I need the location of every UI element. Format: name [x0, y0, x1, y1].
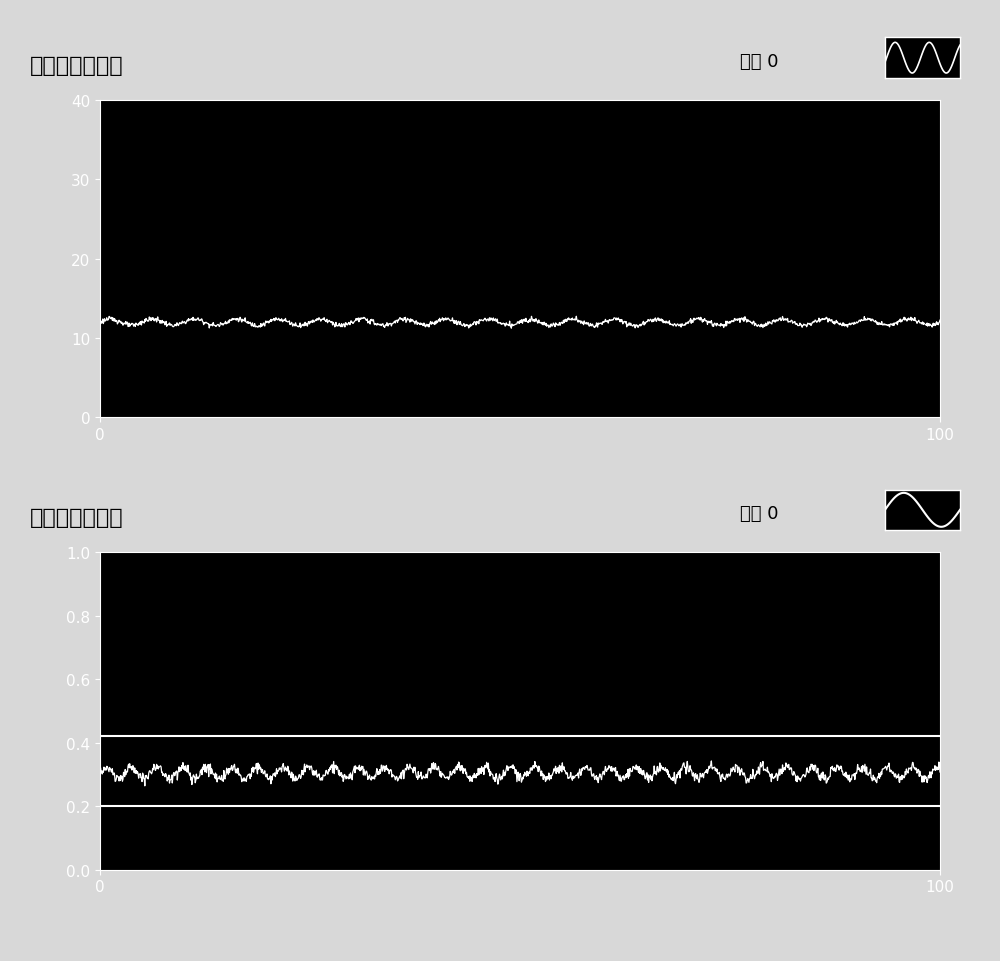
- Text: 曲线 0: 曲线 0: [740, 53, 778, 71]
- Text: 穿透束流波形图: 穿透束流波形图: [30, 56, 124, 76]
- Text: 穿透束流波形图: 穿透束流波形图: [30, 507, 124, 528]
- Text: 曲线 0: 曲线 0: [740, 505, 778, 523]
